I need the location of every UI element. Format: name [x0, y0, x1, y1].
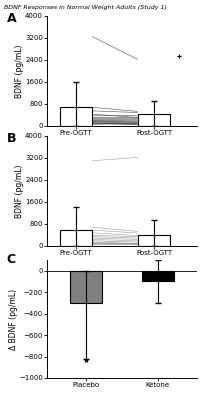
- Text: BDNF Responses in Normal Weight Adults (Study 1): BDNF Responses in Normal Weight Adults (…: [4, 5, 166, 10]
- Y-axis label: BDNF (pg/mL): BDNF (pg/mL): [14, 164, 23, 218]
- Y-axis label: Δ BDNF (pg/mL): Δ BDNF (pg/mL): [9, 288, 18, 350]
- Text: C: C: [7, 253, 16, 266]
- Bar: [59, 107, 91, 126]
- Y-axis label: BDNF (pg/mL): BDNF (pg/mL): [14, 44, 23, 98]
- Text: B: B: [7, 132, 16, 145]
- Bar: [137, 235, 169, 246]
- Bar: [59, 230, 91, 246]
- Bar: [70, 271, 102, 303]
- Text: A: A: [7, 12, 16, 24]
- Bar: [137, 114, 169, 126]
- Bar: [141, 271, 173, 282]
